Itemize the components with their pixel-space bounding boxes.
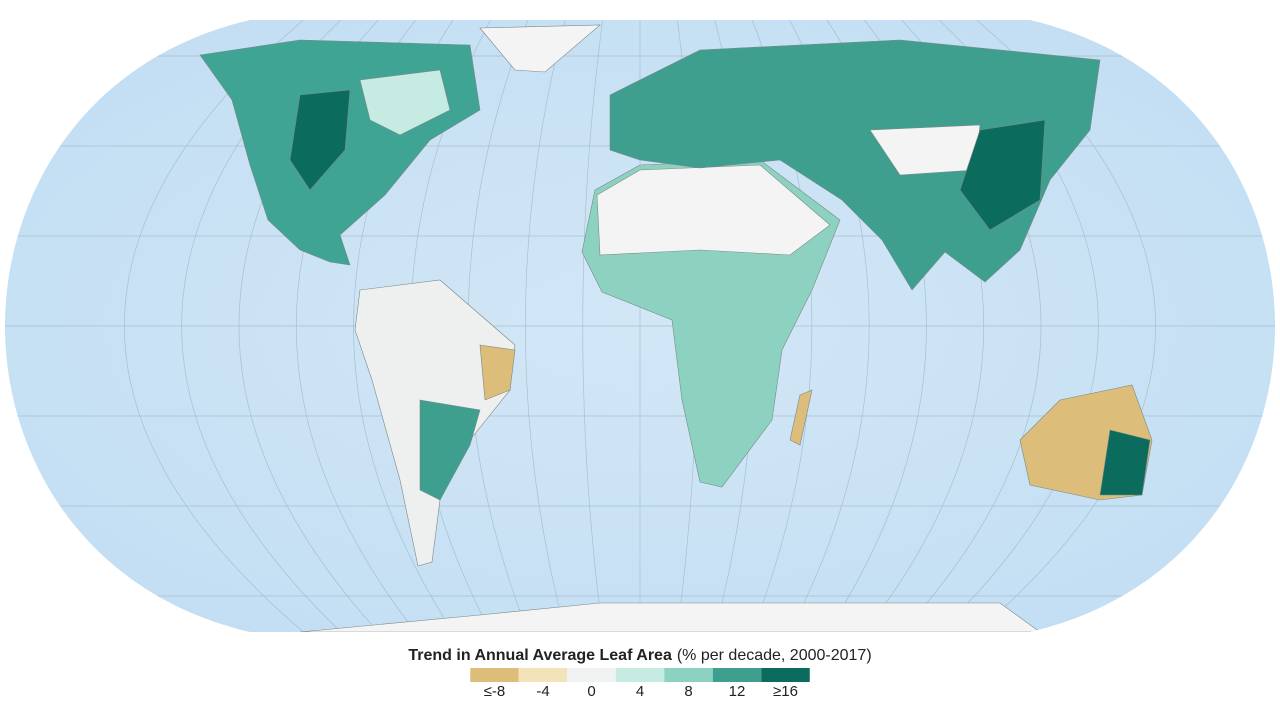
legend-label: ≥16 bbox=[773, 683, 798, 700]
brazil-east bbox=[479, 344, 516, 401]
madagascar bbox=[789, 389, 813, 446]
australia-east bbox=[1099, 429, 1151, 496]
legend-swatch bbox=[567, 668, 616, 682]
meridian bbox=[124, 20, 304, 632]
legend-title: Trend in Annual Average Leaf Area (% per … bbox=[408, 647, 871, 664]
legend-label: 12 bbox=[729, 683, 746, 700]
legend-swatch bbox=[615, 668, 665, 682]
eurasia bbox=[609, 39, 1101, 291]
legend-title-units: (% per decade, 2000-2017) bbox=[677, 647, 872, 664]
china-east bbox=[959, 119, 1046, 231]
south-america-south bbox=[419, 399, 481, 501]
legend-swatch bbox=[712, 668, 762, 682]
meridian bbox=[525, 20, 566, 632]
canada-north bbox=[359, 69, 451, 136]
legend-swatch bbox=[518, 668, 568, 682]
meridian bbox=[582, 20, 603, 632]
legend-label: ≤-8 bbox=[484, 683, 506, 700]
legend: Trend in Annual Average Leaf Area (% per … bbox=[408, 647, 871, 700]
legend-label: 8 bbox=[684, 683, 692, 700]
legend-swatch bbox=[664, 668, 713, 682]
sahara bbox=[596, 164, 831, 256]
legend-label: 4 bbox=[636, 683, 644, 700]
antarctica bbox=[299, 602, 1041, 632]
north-america-detail bbox=[289, 89, 351, 191]
greenland bbox=[479, 24, 601, 73]
continents bbox=[199, 24, 1153, 632]
legend-label: -4 bbox=[536, 683, 549, 700]
legend-label: 0 bbox=[587, 683, 595, 700]
legend-swatch bbox=[761, 668, 810, 682]
legend-swatch bbox=[470, 668, 519, 682]
legend-title-main: Trend in Annual Average Leaf Area bbox=[408, 647, 672, 664]
